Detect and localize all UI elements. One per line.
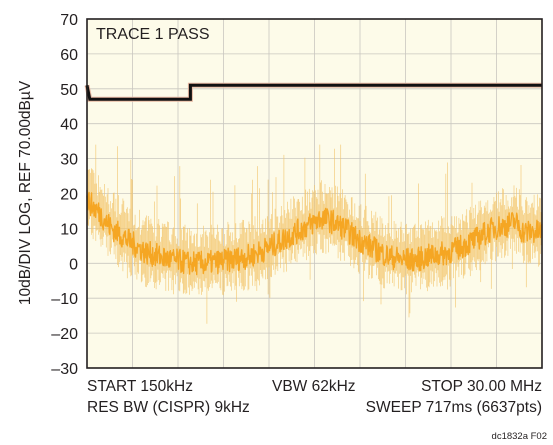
y-tick-label: 20	[60, 187, 78, 204]
y-tick-label: 50	[60, 82, 78, 99]
vbw-label: VBW 62kHz	[272, 378, 356, 395]
start-frequency-label: START 150kHz	[87, 378, 193, 395]
y-tick-labels: 70 60 50 40 30 20 10 0 –10 –20 –30	[51, 12, 78, 378]
y-axis-label: 10dB/DIV LOG, REF 70.00dBµV	[17, 80, 34, 305]
plot-frame	[86, 18, 543, 369]
y-tick-label: 30	[60, 152, 78, 169]
measured-trace	[86, 191, 543, 276]
limit-line	[85, 83, 542, 101]
y-tick-label: –10	[51, 291, 78, 308]
y-tick-label: 10	[60, 221, 78, 238]
y-tick-label: 0	[69, 256, 78, 273]
y-tick-label: –20	[51, 326, 78, 343]
chart-title: TRACE 1 PASS	[96, 26, 210, 43]
y-tick-label: –30	[51, 361, 78, 378]
res-bw-label: RES BW (CISPR) 9kHz	[87, 399, 250, 416]
y-tick-label: 60	[60, 47, 78, 64]
figure-code: dc1832a F02	[491, 431, 547, 442]
sweep-label: SWEEP 717ms (6637pts)	[365, 399, 542, 416]
y-tick-label: 70	[60, 12, 78, 29]
stop-frequency-label: STOP 30.00 MHz	[421, 378, 542, 395]
y-tick-label: 40	[60, 117, 78, 134]
traces	[84, 82, 543, 324]
